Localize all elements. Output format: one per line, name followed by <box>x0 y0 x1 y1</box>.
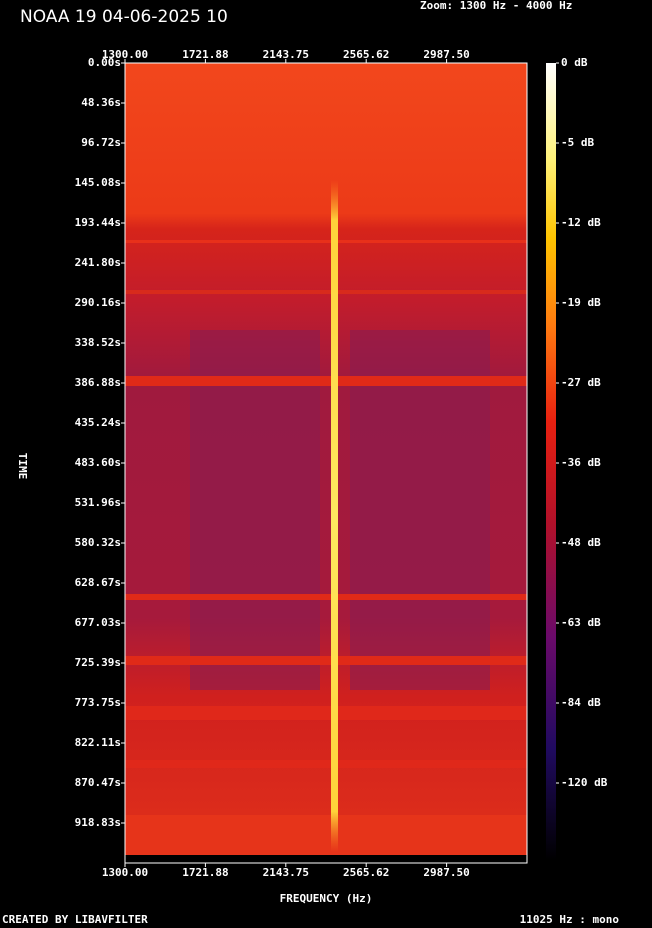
colorbar-tick-label: 0 dB <box>561 56 588 69</box>
x-tick-label: 1300.00 <box>102 866 148 879</box>
y-tick-label: 773.75s <box>75 696 121 709</box>
y-tick-label: 435.24s <box>75 416 121 429</box>
y-axis-label: TIME <box>16 453 29 480</box>
x-tick-label: 2143.75 <box>263 48 309 61</box>
colorbar-tick-label: -5 dB <box>561 136 594 149</box>
colorbar-tick-label: -27 dB <box>561 376 601 389</box>
y-tick-label: 0.00s <box>88 56 121 69</box>
x-tick-label: 2565.62 <box>343 866 389 879</box>
x-tick-label: 1721.88 <box>182 866 228 879</box>
x-tick-label: 2565.62 <box>343 48 389 61</box>
y-tick-label: 918.83s <box>75 816 121 829</box>
colorbar-tick-label: -120 dB <box>561 776 608 789</box>
spectrogram-image <box>125 63 527 863</box>
y-tick-label: 193.44s <box>75 216 121 229</box>
y-tick-label: 96.72s <box>81 136 121 149</box>
colorbar-tick-label: -36 dB <box>561 456 601 469</box>
colorbar <box>546 63 556 860</box>
colorbar-tick-label: -84 dB <box>561 696 601 709</box>
y-tick-label: 483.60s <box>75 456 121 469</box>
colorbar-tick-label: -48 dB <box>561 536 601 549</box>
colorbar-tick-label: -63 dB <box>561 616 601 629</box>
chart-title: NOAA 19 04-06-2025 10 <box>20 7 228 27</box>
footer-right: 11025 Hz : mono <box>520 913 620 926</box>
y-tick-label: 677.03s <box>75 616 121 629</box>
x-tick-label: 1721.88 <box>182 48 228 61</box>
y-tick-label: 241.80s <box>75 256 121 269</box>
x-axis-label: FREQUENCY (Hz) <box>280 892 373 905</box>
x-tick-label: 1300.00 <box>102 48 148 61</box>
chart-subtitle: Zoom: 1300 Hz - 4000 Hz <box>420 0 572 12</box>
y-tick-label: 628.67s <box>75 576 121 589</box>
y-tick-label: 531.96s <box>75 496 121 509</box>
y-tick-label: 870.47s <box>75 776 121 789</box>
y-tick-label: 386.88s <box>75 376 121 389</box>
y-tick-label: 580.32s <box>75 536 121 549</box>
y-tick-label: 725.39s <box>75 656 121 669</box>
footer-left: CREATED BY LIBAVFILTER <box>2 913 148 926</box>
y-tick-label: 290.16s <box>75 296 121 309</box>
y-tick-label: 145.08s <box>75 176 121 189</box>
y-tick-label: 48.36s <box>81 96 121 109</box>
y-tick-label: 822.11s <box>75 736 121 749</box>
x-tick-label: 2143.75 <box>263 866 309 879</box>
colorbar-tick-label: -12 dB <box>561 216 601 229</box>
x-tick-label: 2987.50 <box>423 866 469 879</box>
y-tick-label: 338.52s <box>75 336 121 349</box>
x-tick-label: 2987.50 <box>423 48 469 61</box>
colorbar-tick-label: -19 dB <box>561 296 601 309</box>
